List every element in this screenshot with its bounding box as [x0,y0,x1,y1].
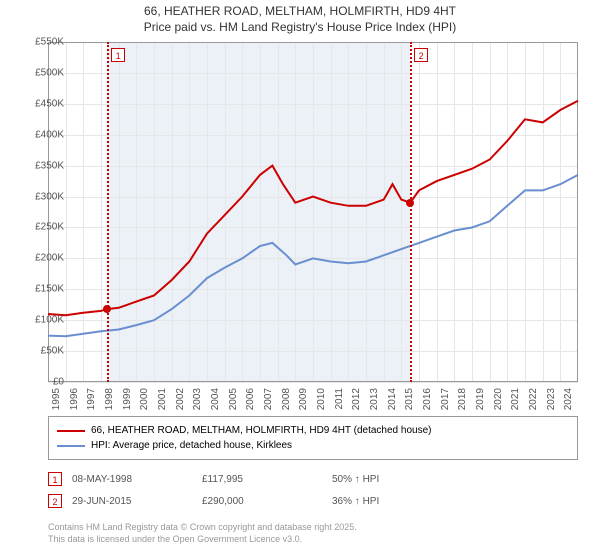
y-tick-label: £150K [35,284,64,295]
sale-price: £117,995 [202,474,322,485]
x-tick-label: 1997 [86,388,97,410]
x-tick-label: 2005 [228,388,239,410]
x-tick-label: 2012 [351,388,362,410]
x-tick-label: 1999 [122,388,133,410]
x-tick-label: 2015 [404,388,415,410]
legend-swatch [57,430,85,432]
y-tick-label: £350K [35,160,64,171]
sale-badge: 2 [48,494,62,508]
y-tick-label: £450K [35,98,64,109]
x-tick-label: 2013 [369,388,380,410]
sale-badge: 1 [48,472,62,486]
sale-marker-line [107,42,109,382]
legend-item-property: 66, HEATHER ROAD, MELTHAM, HOLMFIRTH, HD… [57,423,569,438]
x-tick-label: 2020 [493,388,504,410]
x-tick-label: 2010 [316,388,327,410]
x-tick-label: 2008 [281,388,292,410]
x-tick-label: 2022 [528,388,539,410]
sale-marker-badge: 1 [111,48,125,62]
x-tick-label: 2019 [475,388,486,410]
x-tick-label: 2014 [387,388,398,410]
sales-table: 1 08-MAY-1998 £117,995 50% ↑ HPI 2 29-JU… [48,468,578,512]
y-tick-label: £400K [35,129,64,140]
x-tick-label: 1995 [51,388,62,410]
table-row: 1 08-MAY-1998 £117,995 50% ↑ HPI [48,468,578,490]
legend: 66, HEATHER ROAD, MELTHAM, HOLMFIRTH, HD… [48,416,578,460]
y-tick-label: £50K [41,346,64,357]
y-tick-label: £550K [35,37,64,48]
sale-date: 29-JUN-2015 [72,496,192,507]
sale-pct: 50% ↑ HPI [332,474,452,485]
x-tick-label: 1998 [104,388,115,410]
sale-marker-line [410,42,412,382]
legend-label: HPI: Average price, detached house, Kirk… [91,440,292,451]
series-hpi [48,175,578,336]
x-tick-label: 2009 [298,388,309,410]
legend-item-hpi: HPI: Average price, detached house, Kirk… [57,438,569,453]
x-tick-label: 2006 [245,388,256,410]
title-line2: Price paid vs. HM Land Registry's House … [0,20,600,36]
y-tick-label: £100K [35,315,64,326]
series-property [48,101,578,316]
x-tick-label: 2002 [175,388,186,410]
attribution-line2: This data is licensed under the Open Gov… [48,534,578,546]
y-tick-label: £0 [53,377,64,388]
plot-area: 12 [48,42,578,382]
sale-marker-dot [103,305,111,313]
y-tick-label: £500K [35,67,64,78]
x-tick-label: 2011 [334,388,345,410]
chart-title: 66, HEATHER ROAD, MELTHAM, HOLMFIRTH, HD… [0,0,600,35]
x-tick-label: 2018 [457,388,468,410]
x-tick-label: 2004 [210,388,221,410]
title-line1: 66, HEATHER ROAD, MELTHAM, HOLMFIRTH, HD… [0,4,600,20]
line-series-svg [48,42,578,382]
sale-price: £290,000 [202,496,322,507]
x-tick-label: 2024 [563,388,574,410]
chart-container: 66, HEATHER ROAD, MELTHAM, HOLMFIRTH, HD… [0,0,600,560]
x-tick-label: 2001 [157,388,168,410]
table-row: 2 29-JUN-2015 £290,000 36% ↑ HPI [48,490,578,512]
x-tick-label: 2017 [440,388,451,410]
sale-pct: 36% ↑ HPI [332,496,452,507]
x-tick-label: 2016 [422,388,433,410]
x-tick-label: 2000 [139,388,150,410]
x-tick-label: 2007 [263,388,274,410]
x-tick-label: 2003 [192,388,203,410]
attribution-line1: Contains HM Land Registry data © Crown c… [48,522,578,534]
y-tick-label: £200K [35,253,64,264]
x-tick-label: 2021 [510,388,521,410]
attribution: Contains HM Land Registry data © Crown c… [48,522,578,545]
y-tick-label: £300K [35,191,64,202]
legend-swatch [57,445,85,447]
y-tick-label: £250K [35,222,64,233]
x-tick-label: 1996 [69,388,80,410]
sale-marker-badge: 2 [414,48,428,62]
sale-date: 08-MAY-1998 [72,474,192,485]
x-tick-label: 2023 [546,388,557,410]
sale-marker-dot [406,199,414,207]
legend-label: 66, HEATHER ROAD, MELTHAM, HOLMFIRTH, HD… [91,425,431,436]
